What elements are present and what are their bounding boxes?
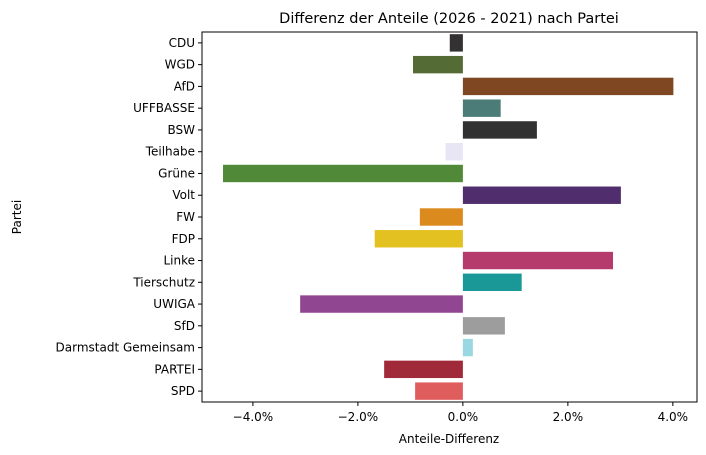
y-tick-label: AfD [174,79,195,93]
y-tick-label: PARTEI [154,362,195,376]
y-tick-label: Teilhabe [145,145,195,159]
x-axis-label: Anteile-Differenz [399,432,499,446]
bar-tierschutz [462,273,522,291]
y-tick-label: FW [176,210,195,224]
bar-teilhabe [445,143,463,161]
bar-uwiga [300,295,463,313]
bar-fw [419,208,463,226]
y-axis-label: Partei [10,200,24,234]
chart-title: Differenz der Anteile (2026 - 2021) nach… [279,11,619,27]
x-tick-label: 0.0% [448,410,479,424]
bar-darmstadt-gemeinsam [462,338,473,357]
y-tick-label: CDU [169,36,195,50]
y-tick-label: Volt [172,188,195,202]
plot-frame [201,31,698,403]
y-tick-label: Darmstadt Gemeinsam [56,341,195,355]
bar-afd [462,77,674,96]
y-tick-label: FDP [172,232,195,246]
bar-grüne [222,164,463,183]
y-tick-label: UFFBASSE [133,101,195,115]
bar-fdp [374,230,463,248]
y-tick-label: WGD [165,58,195,72]
bar-spd [415,382,463,400]
y-tick-label: BSW [167,123,195,137]
bar-wgd [413,55,463,74]
x-tick-label: −2.0% [338,410,379,424]
bar-sfd [462,317,505,335]
y-tick-label: SfD [174,319,195,333]
bar-cdu [449,34,463,52]
x-tick-label: −4.0% [233,410,274,424]
bar-volt [462,186,621,204]
x-tick-label: 2.0% [553,410,584,424]
bar-bsw [462,121,537,139]
bar-partei [384,360,463,379]
x-tick-label: 4.0% [658,410,689,424]
y-tick-label: Grüne [158,166,195,180]
y-tick-label: Linke [163,254,195,268]
y-tick-label: SPD [171,384,195,398]
bar-uffbasse [462,99,501,117]
bar-linke [462,251,614,270]
y-tick-label: UWIGA [153,297,195,311]
y-tick-label: Tierschutz [132,275,195,289]
